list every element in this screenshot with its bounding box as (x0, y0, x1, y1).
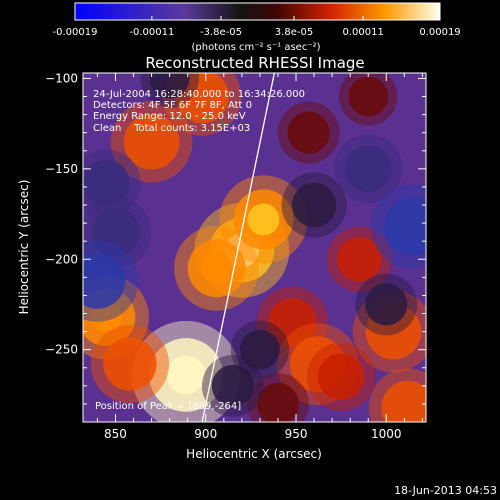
y-axis-label: Heliocentric Y (arcsec) (17, 180, 31, 315)
x-tick-label: 850 (104, 427, 127, 441)
colorbar-tick-label: -3.8e-05 (200, 27, 242, 38)
heatmap-blob (201, 354, 264, 417)
plot-frame (82, 72, 427, 423)
heatmap-blob (83, 149, 141, 218)
solar-limb-line (201, 73, 275, 422)
heatmap-blob (247, 373, 309, 422)
heatmap-blob (90, 324, 170, 404)
annotation-time-range: 24-Jul-2004 16:28:40.000 to 16:34:26.000 (93, 89, 305, 100)
colorbar-ticks: -0.00019 -0.00011 -3.8e-05 3.8e-05 0.00011 0.… (53, 16, 461, 38)
heatmap-blob (339, 73, 398, 126)
colorbar-tick-label: 0.00011 (342, 27, 383, 38)
heatmap-blob (355, 273, 418, 336)
annotation-energy-range: Energy Range: 12.0 - 25.0 keV (93, 111, 246, 122)
colorbar (74, 2, 441, 21)
colorbar-tick-label: 0.00019 (419, 27, 460, 38)
y-tick-label: −250 (45, 343, 78, 357)
heatmap-blob (370, 184, 426, 270)
heatmap-blob (281, 172, 347, 238)
colorbar-tick-label: 3.8e-05 (275, 27, 313, 38)
x-tick-label: 900 (194, 427, 217, 441)
chart-title: Reconstructed RHESSI Image (145, 54, 364, 72)
heatmap-blob (174, 225, 260, 311)
footer-date: 18-Jun-2013 04:53 (394, 484, 497, 497)
annotation-detectors: Detectors: 4F 5F 6F 7F 8F, Att 0 (93, 100, 252, 111)
heatmap-blob (131, 320, 241, 422)
heatmap-blob (83, 196, 152, 268)
heatmap-image (83, 73, 426, 422)
heatmap-blob (219, 175, 308, 264)
colorbar-unit-label: (photons cm⁻² s⁻¹ asec⁻²) (191, 42, 320, 53)
heatmap-blob (83, 240, 139, 322)
x-axis-label: Heliocentric X (arcsec) (186, 447, 322, 461)
heatmap-blob (277, 101, 340, 164)
heatmap-blob (306, 342, 376, 411)
heatmap-blob (140, 73, 199, 108)
heatmap-blob (230, 320, 290, 379)
heatmap-blob (368, 368, 426, 422)
annotation-peak-position: Position of Peak = [889,-264] (95, 401, 241, 412)
y-tick-label: −100 (45, 71, 78, 85)
heatmap-blob (110, 100, 193, 183)
colorbar-tick-label: -0.00011 (129, 27, 174, 38)
heatmap-blob (326, 226, 392, 292)
colorbar-tick-label: -0.00019 (53, 27, 98, 38)
heatmap-blob (334, 134, 403, 204)
y-tick-label: −200 (45, 252, 78, 266)
annotation-clean-counts: Clean Total counts: 3.15E+03 (93, 123, 250, 134)
x-tick-label: 1000 (371, 427, 402, 441)
axis-ticks: 850 900 950 1000 −100 −150 −200 −250 (45, 71, 426, 441)
y-tick-label: −150 (45, 162, 78, 176)
heatmap-blobs (83, 73, 426, 422)
x-tick-label: 950 (285, 427, 308, 441)
